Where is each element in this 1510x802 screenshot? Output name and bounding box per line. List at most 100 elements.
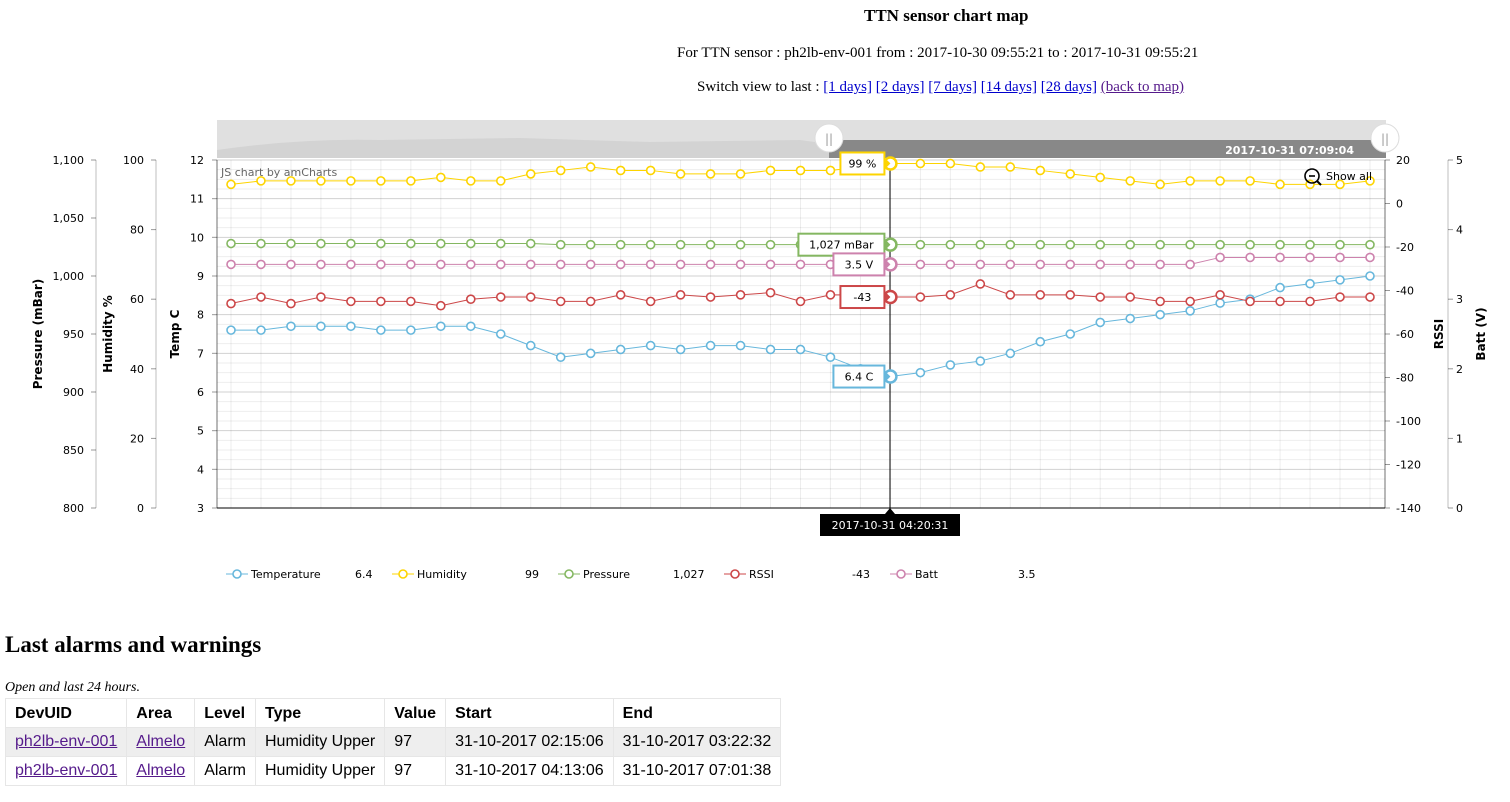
pressure-point	[376, 238, 386, 249]
end-cell: 31-10-2017 03:22:32	[612, 727, 782, 757]
chart-scrollbar[interactable]: || || 2017-10-31 07:09:04	[217, 120, 1400, 158]
svg-text:||: ||	[825, 132, 833, 146]
batt-point	[705, 259, 716, 270]
rssi-tick-label: -120	[1396, 459, 1421, 472]
start-cell: 31-10-2017 04:13:06	[445, 756, 614, 786]
show-all-button[interactable]: Show all	[1304, 168, 1372, 186]
type-cell: Humidity Upper	[254, 756, 386, 786]
pressure-point	[1035, 239, 1046, 250]
back-to-map-link[interactable]: (back to map)	[1100, 79, 1185, 95]
batt-series	[226, 252, 1375, 270]
alarms-header-row: DevUID Area Level Type Value Start End	[4, 698, 782, 728]
temp-tick-label: 12	[190, 154, 204, 167]
pressure-point	[256, 238, 266, 249]
scrollbar-left-handle[interactable]	[814, 123, 844, 153]
temperature-point	[795, 344, 806, 355]
batt-point	[915, 259, 926, 270]
pressure-point	[436, 238, 446, 249]
start-cell: 31-10-2017 02:15:06	[445, 727, 614, 757]
cursor-time-label: 2017-10-31 04:20:31	[820, 508, 960, 536]
rssi-point	[1275, 296, 1285, 307]
pressure-axis-title: Pressure (mBar)	[31, 279, 45, 390]
pressure-point	[915, 239, 926, 250]
temperature-point	[1365, 271, 1375, 281]
batt-point	[525, 259, 536, 270]
end-cell: 31-10-2017 07:01:38	[612, 756, 782, 786]
humidity-point	[705, 169, 716, 179]
link-1-days[interactable]: [1 days]	[823, 79, 872, 95]
humidity-point	[645, 165, 656, 176]
temperature-point	[525, 340, 536, 351]
batt-axis-title: Batt (V)	[1474, 307, 1488, 360]
batt-tick-label: 3	[1456, 293, 1463, 306]
batt-tick-label: 1	[1456, 432, 1463, 445]
humidity-axis: 100 80 60 40 20 0 Humidity %	[101, 154, 157, 515]
batt-point	[615, 259, 626, 270]
batt-point	[256, 259, 266, 270]
pressure-point	[525, 238, 536, 249]
pressure-point	[555, 239, 566, 250]
humidity-balloon: 99 %	[839, 151, 898, 176]
batt-point	[1155, 259, 1165, 270]
pressure-point	[1125, 239, 1136, 250]
humidity-point	[1185, 176, 1195, 186]
link-7-days[interactable]: [7 days]	[928, 79, 977, 95]
batt-point	[376, 259, 386, 270]
batt-point	[1275, 252, 1285, 263]
batt-point	[436, 259, 446, 270]
rssi-tick-label: 20	[1396, 154, 1410, 167]
batt-point	[765, 259, 776, 270]
legend-marker-icon	[226, 569, 248, 579]
rssi-point	[286, 298, 296, 309]
rssi-tick-label: 0	[1396, 198, 1403, 211]
rssi-point	[495, 292, 506, 302]
rssi-point	[645, 296, 656, 307]
batt-point	[465, 259, 476, 270]
pressure-point	[346, 238, 356, 249]
rssi-tick-label: -100	[1396, 415, 1421, 428]
humidity-point	[735, 169, 746, 179]
temperature-point	[1215, 298, 1225, 308]
temperature-point	[495, 329, 506, 339]
humidity-point	[1245, 176, 1255, 186]
humidity-point	[555, 165, 566, 176]
rssi-tick-label: -140	[1396, 502, 1421, 515]
pressure-tick-label: 1,000	[53, 270, 85, 283]
humidity-point	[346, 176, 356, 186]
humidity-point	[376, 176, 386, 186]
humidity-point	[495, 176, 506, 186]
amcharts-watermark: JS chart by amCharts	[220, 166, 337, 179]
temp-axis-title: Temp C	[168, 309, 182, 358]
batt-point	[1335, 252, 1345, 263]
pressure-point	[1305, 239, 1315, 250]
area-link[interactable]: Almelo	[136, 733, 186, 750]
link-14-days[interactable]: [14 days]	[980, 79, 1037, 95]
link-2-days[interactable]: [2 days]	[875, 79, 925, 95]
pressure-point	[1365, 239, 1375, 250]
link-28-days[interactable]: [28 days]	[1040, 79, 1097, 95]
svg-text:-43: -43	[853, 291, 871, 304]
batt-point	[346, 259, 356, 270]
scrollbar-end-label: 2017-10-31 07:09:04	[1225, 144, 1354, 157]
sensor-chart[interactable]: || || 2017-10-31 07:09:04 1,100 1,050 1,00…	[0, 110, 1510, 540]
temperature-point	[286, 321, 296, 332]
humidity-point	[795, 165, 806, 176]
col-type: Type	[254, 698, 386, 728]
batt-point	[406, 259, 416, 270]
value-cell: 97	[384, 756, 447, 786]
temperature-point	[705, 340, 716, 351]
batt-point	[1365, 252, 1375, 263]
scrollbar-selected-range[interactable]	[829, 140, 1386, 158]
area-link[interactable]: Almelo	[136, 762, 186, 779]
devuid-link[interactable]: ph2lb-env-001	[15, 733, 118, 750]
humidity-point	[1005, 162, 1016, 172]
batt-point	[1245, 252, 1255, 263]
svg-text:3.5 V: 3.5 V	[845, 258, 874, 271]
legend-marker-icon	[724, 569, 746, 579]
batt-point	[316, 259, 326, 270]
devuid-link[interactable]: ph2lb-env-001	[15, 762, 118, 779]
batt-tick-label: 2	[1456, 363, 1463, 376]
batt-point	[1035, 259, 1046, 270]
scrollbar-right-handle[interactable]	[1370, 123, 1400, 153]
batt-point	[1185, 259, 1195, 270]
